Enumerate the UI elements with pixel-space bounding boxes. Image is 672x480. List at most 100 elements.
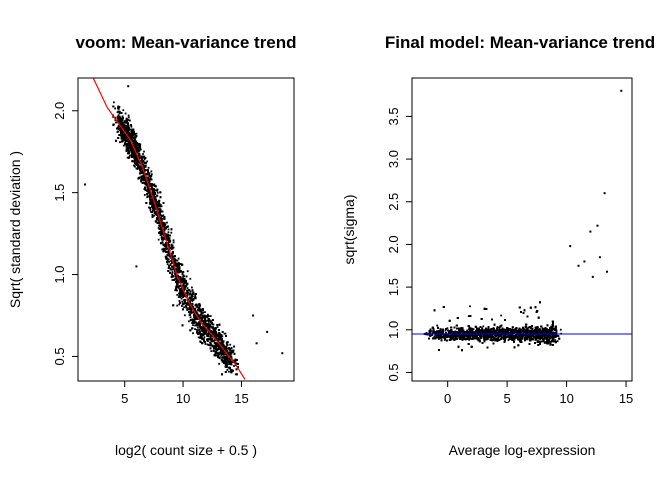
data-point bbox=[179, 284, 182, 287]
data-point bbox=[177, 264, 180, 267]
data-point bbox=[188, 297, 191, 299]
data-point bbox=[201, 314, 204, 317]
data-point bbox=[151, 207, 154, 210]
data-point bbox=[125, 127, 128, 129]
data-point bbox=[134, 162, 136, 164]
data-point bbox=[198, 308, 201, 311]
data-point bbox=[177, 296, 180, 298]
data-point bbox=[184, 295, 187, 298]
data-point bbox=[144, 176, 146, 179]
data-point bbox=[137, 144, 140, 147]
data-point bbox=[143, 158, 146, 161]
data-point bbox=[199, 333, 202, 335]
data-point bbox=[172, 304, 175, 307]
data-point bbox=[225, 357, 228, 360]
data-point bbox=[159, 234, 162, 236]
data-point bbox=[160, 231, 163, 234]
data-point bbox=[146, 184, 149, 187]
data-point bbox=[142, 177, 145, 180]
data-point bbox=[195, 293, 197, 295]
data-point bbox=[118, 134, 121, 136]
data-point bbox=[191, 322, 194, 324]
data-point bbox=[198, 306, 200, 309]
data-point bbox=[174, 277, 177, 280]
data-point bbox=[209, 319, 212, 322]
data-point bbox=[220, 337, 222, 340]
data-point bbox=[191, 318, 194, 321]
data-point bbox=[173, 279, 175, 281]
data-point bbox=[202, 316, 205, 319]
data-point bbox=[159, 211, 162, 213]
data-point bbox=[167, 258, 170, 261]
data-point bbox=[121, 132, 124, 135]
data-point bbox=[152, 188, 155, 191]
data-point bbox=[161, 248, 164, 251]
data-point bbox=[177, 257, 180, 260]
data-point bbox=[175, 280, 178, 283]
data-point bbox=[124, 129, 127, 132]
data-point bbox=[159, 217, 162, 219]
data-point bbox=[149, 176, 152, 179]
data-point bbox=[216, 354, 219, 357]
data-point bbox=[125, 143, 128, 145]
data-point bbox=[223, 359, 226, 361]
data-point bbox=[151, 215, 154, 218]
data-point bbox=[196, 323, 198, 326]
data-point bbox=[223, 348, 225, 350]
data-point bbox=[143, 169, 146, 172]
data-point bbox=[114, 107, 116, 110]
data-point bbox=[129, 154, 131, 157]
data-point bbox=[199, 304, 201, 306]
data-point bbox=[171, 279, 174, 281]
data-point bbox=[218, 332, 221, 334]
data-point bbox=[211, 337, 213, 340]
data-point bbox=[141, 156, 144, 159]
data-point bbox=[183, 279, 186, 282]
data-point bbox=[225, 356, 228, 358]
data-point bbox=[132, 133, 135, 135]
data-point bbox=[220, 354, 223, 357]
data-point bbox=[142, 155, 145, 158]
data-point bbox=[207, 335, 210, 338]
data-point bbox=[127, 119, 129, 121]
data-point bbox=[153, 209, 155, 211]
data-point bbox=[182, 279, 185, 282]
data-point bbox=[129, 145, 131, 147]
data-point bbox=[200, 312, 203, 315]
data-point bbox=[149, 202, 152, 205]
data-point bbox=[151, 187, 154, 190]
data-point bbox=[139, 148, 142, 151]
data-point bbox=[116, 115, 119, 118]
data-point bbox=[189, 329, 192, 332]
data-point bbox=[174, 270, 176, 273]
data-point bbox=[216, 326, 219, 328]
data-point bbox=[188, 289, 191, 292]
data-point bbox=[196, 318, 198, 320]
data-point bbox=[159, 205, 161, 208]
data-point bbox=[147, 166, 150, 169]
data-point bbox=[151, 186, 153, 189]
data-point bbox=[129, 134, 131, 137]
data-point bbox=[156, 190, 159, 192]
data-point bbox=[145, 162, 147, 164]
data-point bbox=[127, 131, 129, 133]
data-point bbox=[150, 178, 153, 181]
data-point bbox=[135, 150, 138, 153]
data-point bbox=[204, 325, 207, 327]
data-point bbox=[185, 305, 187, 307]
data-point bbox=[189, 316, 192, 319]
data-point bbox=[201, 328, 203, 330]
data-point bbox=[127, 150, 130, 153]
data-point bbox=[176, 294, 179, 296]
data-point bbox=[198, 314, 201, 317]
data-point bbox=[152, 190, 154, 193]
data-point bbox=[160, 215, 163, 217]
data-point bbox=[176, 289, 178, 292]
data-point bbox=[127, 133, 130, 136]
data-point bbox=[151, 198, 154, 201]
data-point bbox=[148, 173, 150, 176]
data-point bbox=[218, 362, 220, 365]
data-point bbox=[153, 185, 156, 187]
data-point bbox=[163, 249, 165, 252]
data-point bbox=[167, 241, 170, 244]
